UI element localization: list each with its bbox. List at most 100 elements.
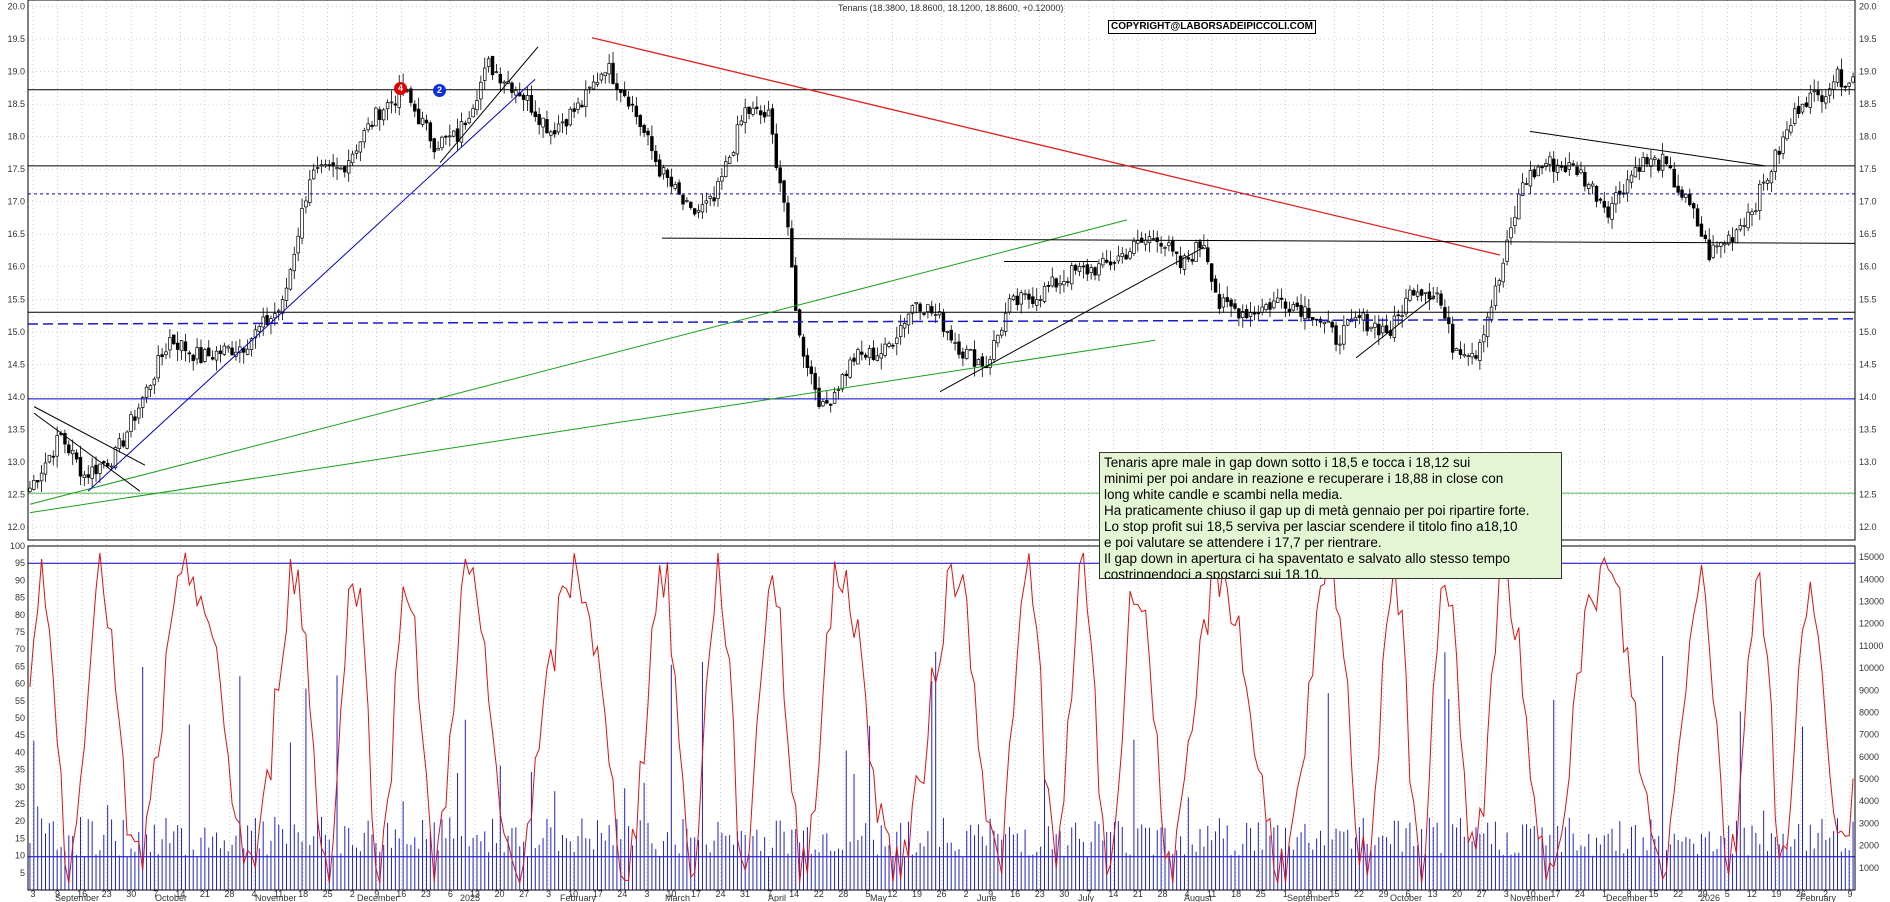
candle-body [1046, 285, 1051, 287]
candle-body [782, 180, 786, 203]
candle-body [1614, 192, 1618, 205]
x-day-label: 18 [1231, 889, 1241, 899]
candle-body [1155, 237, 1159, 243]
y-tick-label-left: 13.0 [7, 457, 25, 467]
y-tick-label-left: 17.5 [7, 164, 25, 174]
candle-body [113, 447, 118, 469]
candle-body [1342, 325, 1346, 345]
candle-body [1209, 263, 1214, 282]
candle-body [1758, 183, 1762, 211]
candle-body [529, 95, 534, 113]
osc-tick-label: 85 [15, 593, 25, 603]
candle-body [1035, 299, 1039, 306]
candle-body [140, 397, 145, 408]
candle-body [1450, 323, 1455, 353]
chart-grid [28, 0, 1855, 890]
candle-body [1653, 157, 1657, 160]
candle-body [210, 357, 215, 360]
candle-body [296, 235, 300, 254]
x-month-label: 2025 [460, 893, 480, 902]
candle-body [160, 354, 164, 358]
candle-body [172, 334, 176, 345]
candle-body [1143, 239, 1148, 245]
candle-body [339, 167, 343, 170]
candle-body [78, 456, 83, 477]
candle-body [479, 81, 483, 100]
candle-body [280, 299, 285, 314]
black-trendline [939, 246, 1205, 393]
note-line: costringendoci a spostarci sui 18,10. [1104, 567, 1323, 579]
oscillator-frame [27, 545, 1856, 891]
candle-body [1408, 289, 1412, 301]
marker-badge-red: 4 [394, 82, 407, 95]
candle-body [362, 130, 366, 143]
y-tick-label-left: 15.5 [7, 294, 25, 304]
candle-body [840, 374, 845, 390]
candle-body [90, 466, 94, 479]
candle-body [207, 347, 211, 357]
candle-body [455, 128, 460, 142]
x-day-label: 17 [593, 889, 603, 899]
candle-body [1454, 348, 1459, 351]
candle-body [825, 400, 829, 404]
candle-body [774, 133, 779, 168]
x-day-label: 23 [102, 889, 112, 899]
candle-body [580, 104, 584, 108]
candle-body [292, 253, 296, 272]
candle-body [125, 431, 129, 449]
candle-body [980, 356, 985, 367]
candle-body [490, 55, 495, 76]
candle-body [712, 197, 716, 202]
candle-body [1501, 262, 1505, 283]
candle-body [1221, 297, 1226, 308]
x-day-label: 16 [77, 889, 87, 899]
x-month-label: October [155, 893, 187, 902]
x-day-label: 21 [1133, 889, 1143, 899]
x-day-label: 29 [1378, 889, 1388, 899]
candle-body [759, 110, 763, 116]
candle-body [1229, 299, 1233, 307]
candle-body [673, 184, 677, 189]
candle-body [778, 167, 782, 184]
candle-body [727, 156, 732, 164]
y-tick-label-left: 14.5 [7, 359, 25, 369]
candle-body [1684, 193, 1688, 198]
candle-body [755, 106, 759, 110]
x-day-label: 31 [740, 889, 750, 899]
y-tick-label-right: 12.5 [1859, 489, 1877, 499]
candle-body [1637, 167, 1641, 172]
candle-body [817, 387, 821, 408]
candle-body [863, 354, 868, 358]
candle-body [378, 109, 382, 120]
vol-tick-label: 8000 [1859, 707, 1879, 717]
black-trendline [1529, 130, 1766, 167]
y-tick-label-left: 12.5 [7, 489, 25, 499]
candle-body [494, 71, 499, 74]
candle-body [1023, 293, 1027, 296]
x-day-label: 28 [838, 889, 848, 899]
candle-body [39, 472, 44, 482]
x-day-label: 19 [912, 889, 922, 899]
candle-body [1112, 261, 1117, 264]
y-tick-label-left: 15.0 [7, 327, 25, 337]
candle-body [284, 287, 289, 301]
x-day-label: 30 [126, 889, 136, 899]
candle-body [957, 341, 961, 355]
candle-body [587, 86, 592, 89]
candle-body [1649, 158, 1653, 167]
candle-body [1163, 246, 1167, 249]
candle-body [1703, 234, 1708, 240]
candle-body [1108, 261, 1113, 266]
candle-body [86, 474, 90, 478]
candle-body [918, 303, 922, 312]
candle-body [665, 169, 670, 178]
candle-body [735, 124, 740, 155]
candle-body [1583, 171, 1587, 187]
candle-body [572, 108, 576, 112]
candle-body [1346, 319, 1350, 326]
candle-body [1726, 234, 1731, 245]
candle-body [1680, 189, 1684, 198]
candle-body [350, 153, 355, 164]
x-day-label: 3 [546, 889, 551, 899]
x-day-label: 9 [55, 889, 60, 899]
